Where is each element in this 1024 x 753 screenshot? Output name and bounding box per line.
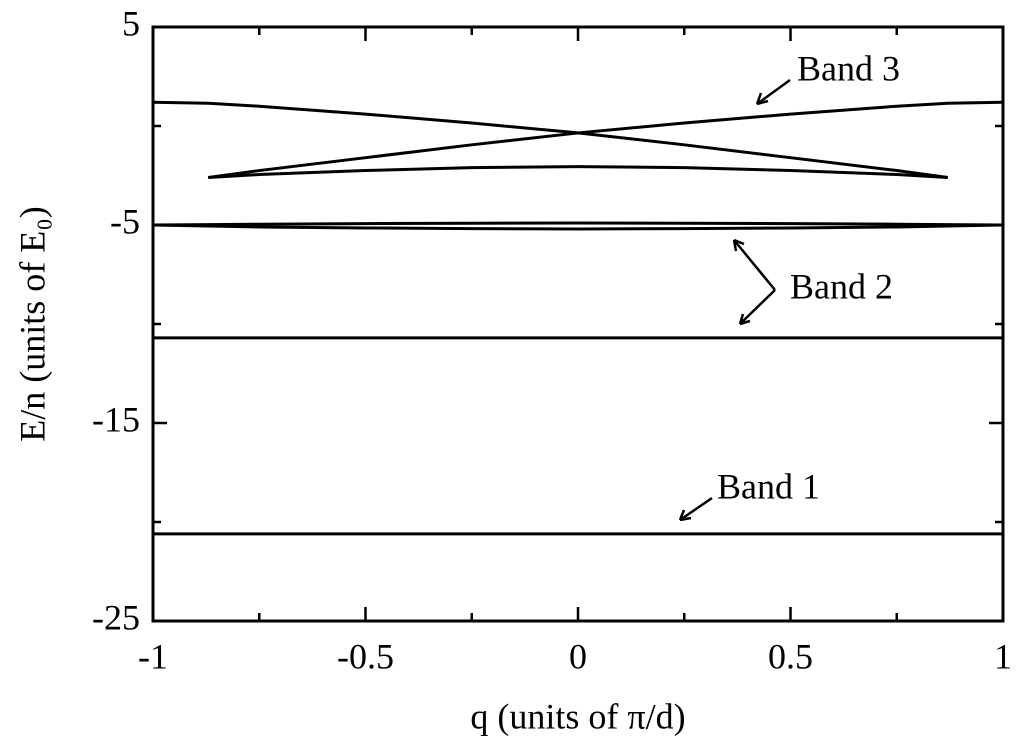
y-tick-label: -5	[110, 201, 140, 241]
x-axis-label: q (units of π/d)	[470, 696, 685, 736]
annotation: Band 1	[717, 466, 820, 506]
series-line	[152, 100, 948, 179]
series-line	[152, 221, 1004, 227]
arrow	[738, 289, 776, 326]
arrow	[732, 238, 776, 291]
series-line	[208, 100, 1004, 179]
plot-frame	[151, 25, 1005, 623]
series-line	[208, 165, 948, 179]
y-tick-label: -25	[92, 597, 140, 637]
x-tick-label: 0.5	[768, 636, 813, 676]
x-tick-label: -1	[138, 636, 168, 676]
annotation-arrows	[678, 78, 791, 522]
annotation: Band 2	[790, 266, 893, 306]
y-tick-label: 5	[122, 3, 140, 43]
y-axis-label: E/n (units of E₀)	[12, 206, 52, 442]
series-line	[152, 223, 1004, 231]
y-tick-label: -15	[92, 399, 140, 439]
x-tick-label: -0.5	[337, 636, 394, 676]
x-tick-label: 0	[569, 636, 587, 676]
arrow	[755, 78, 791, 106]
annotation: Band 3	[797, 48, 900, 88]
x-tick-label: 1	[994, 636, 1012, 676]
arrow	[678, 496, 713, 522]
